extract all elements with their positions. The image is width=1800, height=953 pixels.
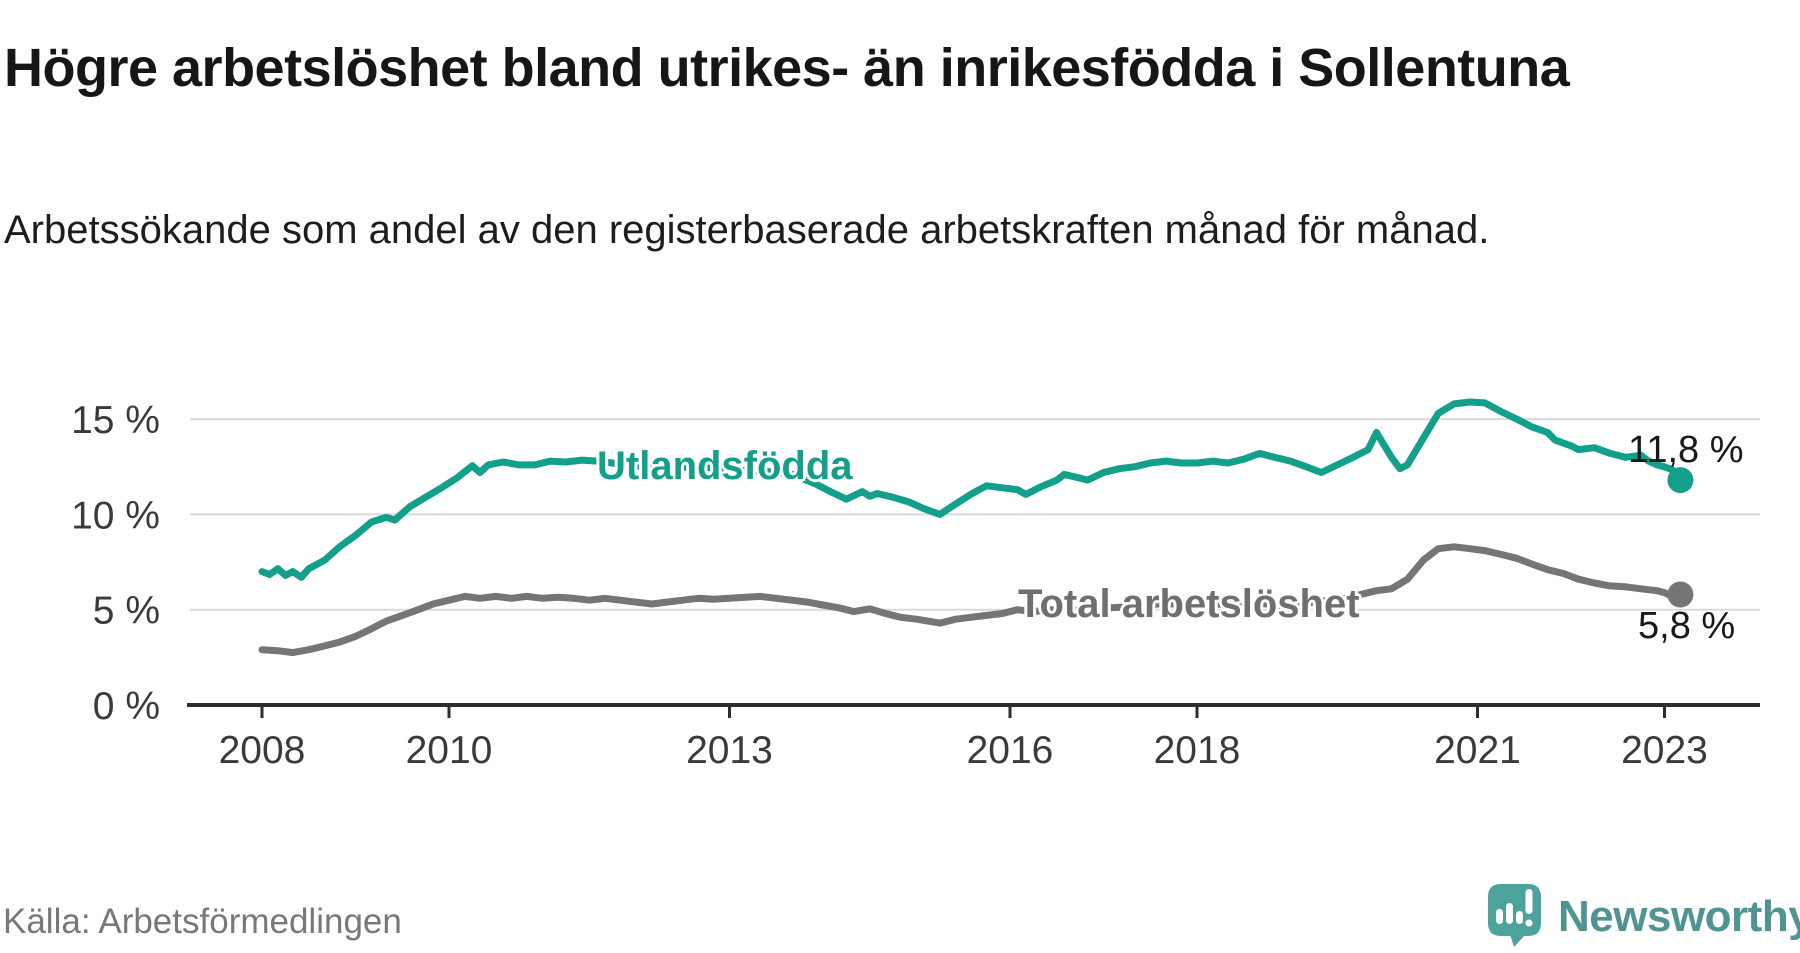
- logo-bar-2: [1506, 903, 1513, 924]
- series-end-dot-1: [1667, 581, 1694, 608]
- x-tick-label-2010: 2010: [406, 729, 493, 772]
- logo-bar-3: [1516, 911, 1523, 924]
- series-label-utlandsfodda: Utlandsfödda: [597, 444, 853, 488]
- x-tick-label-2013: 2013: [686, 729, 773, 772]
- logo-exclamation-bar: [1525, 889, 1533, 914]
- page-title: Högre arbetslöshet bland utrikes- än inr…: [4, 38, 1570, 99]
- series-line-0: [258, 398, 1684, 581]
- series-label-total: Total arbetslöshet: [1018, 582, 1360, 626]
- x-tick-label-2008: 2008: [219, 729, 306, 772]
- newsworthy-brand: Newsworthy: [1488, 884, 1800, 948]
- x-tick-label-2016: 2016: [967, 729, 1054, 772]
- end-value-total: 5,8 %: [1638, 605, 1736, 647]
- y-tick-label-15: 15 %: [71, 399, 160, 442]
- series-line-1: [258, 543, 1684, 657]
- y-tick-label-10: 10 %: [71, 494, 160, 537]
- x-tick-label-2021: 2021: [1434, 729, 1521, 772]
- x-tick-label-2018: 2018: [1154, 729, 1241, 772]
- logo-bar-1: [1496, 909, 1503, 924]
- y-tick-label-5: 5 %: [93, 590, 160, 633]
- newsworthy-logo-icon: [1488, 884, 1541, 947]
- chart-subtitle: Arbetssökande som andel av den registerb…: [4, 208, 1490, 252]
- logo-exclamation-dot: [1525, 919, 1533, 927]
- x-tick-label-2023: 2023: [1621, 729, 1708, 772]
- brand-wordmark: Newsworthy: [1558, 892, 1800, 941]
- y-tick-label-0: 0 %: [93, 685, 160, 728]
- end-value-utlandsfodda: 11,8 %: [1628, 429, 1744, 471]
- source-note: Källa: Arbetsförmedlingen: [3, 902, 402, 941]
- series-end-dot-0: [1667, 467, 1694, 494]
